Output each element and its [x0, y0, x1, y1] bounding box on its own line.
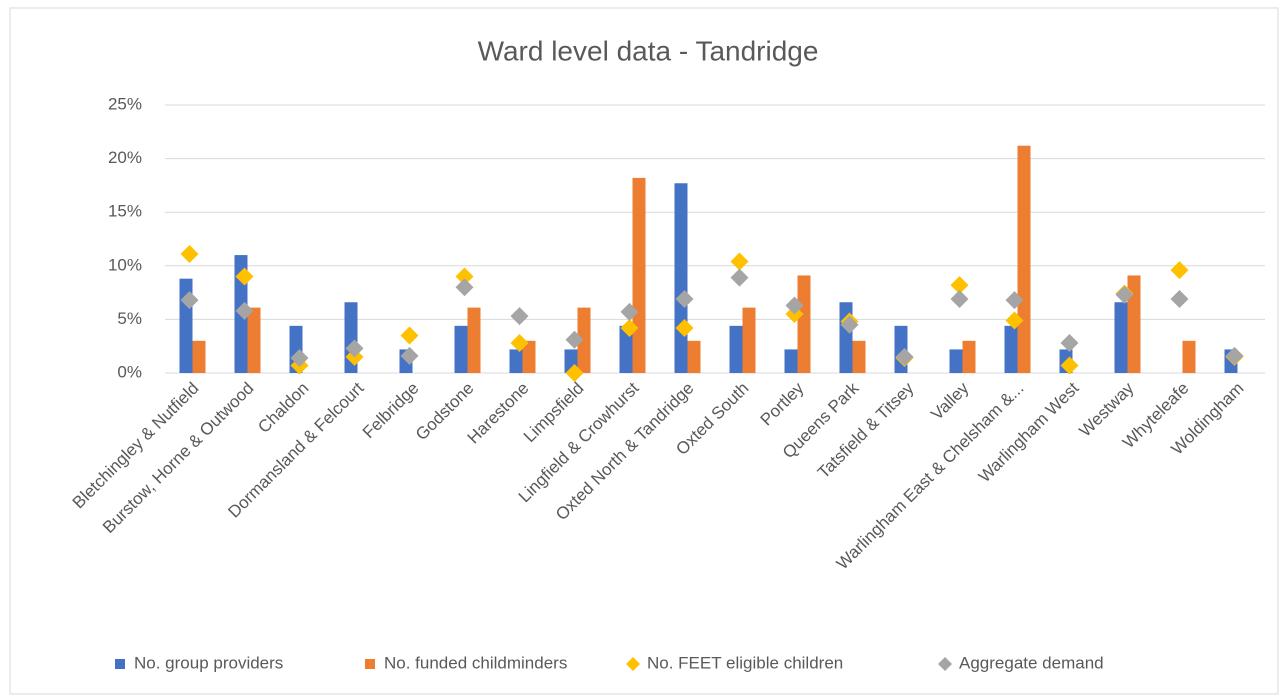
bar [192, 340, 206, 373]
y-tick-label: 10% [108, 255, 142, 274]
marker [400, 326, 419, 345]
bar [1127, 275, 1141, 373]
bar [522, 340, 536, 373]
bar [1182, 340, 1196, 373]
marker [235, 301, 254, 320]
legend-swatch [365, 659, 375, 669]
legend-label: No. FEET eligible children [647, 653, 843, 672]
marker [1060, 356, 1079, 375]
legend-label: No. funded childminders [384, 653, 567, 672]
legend-label: No. group providers [134, 653, 283, 672]
bar [619, 325, 633, 373]
marker [455, 278, 474, 297]
bar [839, 302, 853, 373]
legend-swatch [115, 659, 125, 669]
marker [180, 291, 199, 310]
bar [467, 307, 481, 373]
bar [797, 275, 811, 373]
marker [1115, 285, 1134, 304]
marker [950, 276, 969, 295]
marker [1005, 291, 1024, 310]
bar [1017, 145, 1031, 373]
bar [454, 325, 468, 373]
marker [1225, 346, 1244, 365]
bar [687, 340, 701, 373]
marker [1170, 261, 1189, 280]
marker [180, 245, 199, 264]
chart-title: Ward level data - Tandridge [478, 35, 819, 66]
y-tick-label: 25% [108, 94, 142, 113]
marker [510, 333, 529, 352]
marker [785, 296, 804, 315]
y-tick-label: 5% [117, 309, 142, 328]
marker [730, 252, 749, 271]
marker [235, 267, 254, 286]
legend-label: Aggregate demand [959, 653, 1104, 672]
bar [674, 183, 688, 373]
marker [950, 290, 969, 309]
bar [1114, 302, 1128, 373]
y-tick-label: 0% [117, 362, 142, 381]
marker [675, 318, 694, 337]
bar [509, 349, 523, 373]
bar [742, 307, 756, 373]
marker [1170, 290, 1189, 309]
bar [852, 340, 866, 373]
marker [290, 348, 309, 367]
y-tick-label: 15% [108, 202, 142, 221]
marker [840, 315, 859, 334]
marker [565, 364, 584, 382]
marker [565, 330, 584, 349]
y-tick-label: 20% [108, 148, 142, 167]
marker [510, 307, 529, 326]
bar [632, 177, 646, 373]
marker [895, 347, 914, 366]
bar [247, 307, 261, 373]
bar [577, 307, 591, 373]
bar [949, 349, 963, 373]
bar [1004, 325, 1018, 373]
marker [345, 339, 364, 358]
bar [729, 325, 743, 373]
marker [1060, 333, 1079, 352]
legend-swatch [626, 657, 640, 671]
bar [962, 340, 976, 373]
marker [455, 267, 474, 286]
marker [675, 290, 694, 309]
marker [730, 268, 749, 287]
marker [620, 302, 639, 321]
marker [1005, 311, 1024, 330]
marker [620, 318, 639, 337]
legend-swatch [938, 657, 952, 671]
marker [400, 346, 419, 365]
bar [784, 349, 798, 373]
